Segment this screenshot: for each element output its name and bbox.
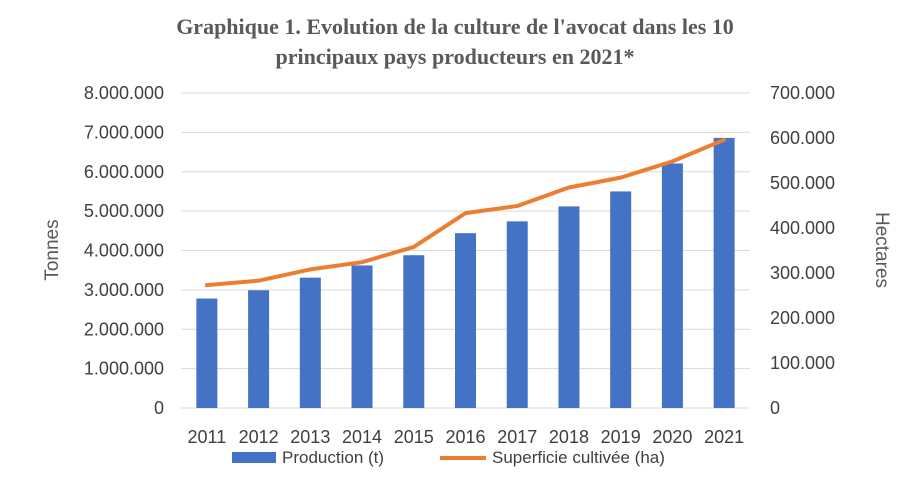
x-tick-label: 2017 [497,427,537,447]
x-tick-label: 2018 [549,427,589,447]
x-tick-label: 2016 [445,427,485,447]
legend: Production (t) Superficie cultivée (ha) [232,448,665,467]
production-bar [661,163,683,408]
y-right-tick-label: 500.000 [770,173,835,193]
x-tick-label: 2019 [601,427,641,447]
production-bar [558,206,580,408]
y-left-tick-label: 8.000.000 [84,83,164,103]
x-tick-label: 2013 [290,427,330,447]
production-bar [455,233,476,408]
x-axis-ticks: 2011 2012 2013 2014 2015 2016 2017 2018 2019 2020… [188,427,745,447]
production-bar [248,290,270,408]
legend-area-label: Superficie cultivée (ha) [492,448,665,467]
production-bar [506,221,528,408]
area-line [204,137,727,288]
production-bar [351,265,373,408]
legend-production-label: Production (t) [282,448,384,467]
y-left-tick-label: 4.000.000 [84,241,164,261]
y-right-tick-label: 0 [770,398,780,418]
y-left-tick-label: 5.000.000 [84,201,164,221]
y-right-tick-label: 100.000 [770,353,835,373]
right-axis-ticks: 0 100.000 200.000 300.000 400.000 500.000 600.… [770,83,835,418]
y-left-tick-label: 1.000.000 [84,359,164,379]
production-bar [713,137,735,408]
left-axis-ticks: 0 1.000.000 2.000.000 3.000.000 4.000.000 5.0… [84,83,164,418]
y-left-tick-label: 7.000.000 [84,122,164,142]
y-right-tick-label: 200.000 [770,308,835,328]
production-bar [196,298,218,408]
chart-title-line2: principaux pays producteurs en 2021* [276,44,635,69]
x-tick-label: 2021 [704,427,744,447]
production-bar [299,277,321,408]
y-right-tick-label: 300.000 [770,263,835,283]
x-tick-label: 2015 [394,427,434,447]
y-right-tick-label: 700.000 [770,83,835,103]
x-tick-label: 2014 [342,427,382,447]
x-tick-label: 2011 [188,427,227,447]
y-left-tick-label: 2.000.000 [84,319,164,339]
production-bar [610,191,632,408]
area-line-path [204,137,727,288]
y-left-tick-label: 3.000.000 [84,280,164,300]
y-axis-right-title: Hectares [871,212,892,288]
y-right-tick-label: 600.000 [770,128,835,148]
x-tick-label: 2020 [652,427,692,447]
legend-production-swatch [232,452,276,463]
y-axis-left-title: Tonnes [42,219,63,280]
y-right-tick-label: 400.000 [770,218,835,238]
chart-title-line1: Graphique 1. Evolution de la culture de … [176,14,734,39]
y-left-tick-label: 0 [154,398,164,418]
production-bars [196,137,735,408]
y-left-tick-label: 6.000.000 [84,162,164,182]
production-bar [403,255,425,408]
x-tick-label: 2012 [239,427,279,447]
